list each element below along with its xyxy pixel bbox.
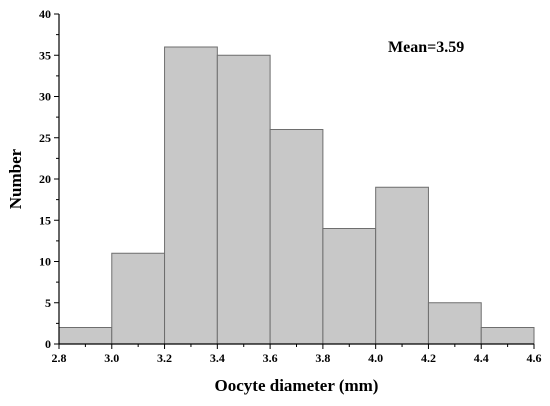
y-tick-label-0: 0 <box>45 337 51 351</box>
y-tick-label-1: 5 <box>45 296 51 310</box>
histogram-bar-3 <box>216 54 271 345</box>
bars-group <box>58 46 535 345</box>
x-tick-label-5: 3.8 <box>315 351 330 365</box>
y-tick-label-3: 15 <box>39 213 51 227</box>
x-tick-label-2: 3.2 <box>157 351 172 365</box>
x-tick-label-0: 2.8 <box>52 351 67 365</box>
y-tick-label-6: 30 <box>39 90 51 104</box>
histogram-bar-0 <box>58 327 113 345</box>
x-tick-label-8: 4.4 <box>474 351 489 365</box>
x-tick-label-7: 4.2 <box>421 351 436 365</box>
x-tick-label-6: 4.0 <box>368 351 383 365</box>
x-ticks-group: 2.8 3.0 3.2 3.4 3.6 3.8 4.0 4.2 4.4 4.6 <box>52 344 542 365</box>
y-ticks-group: 0 5 10 15 20 25 30 35 40 <box>39 7 59 351</box>
histogram-bar-2 <box>164 46 218 345</box>
y-tick-label-2: 10 <box>39 255 51 269</box>
histogram-bar-7 <box>427 302 482 345</box>
y-tick-label-7: 35 <box>39 48 51 62</box>
histogram-bar-4 <box>269 129 324 345</box>
x-tick-label-9: 4.6 <box>527 351 542 365</box>
y-axis-title: Number <box>6 148 25 209</box>
y-tick-label-8: 40 <box>39 7 51 21</box>
histogram-bar-5 <box>322 228 377 345</box>
x-axis-title: Oocyte diameter (mm) <box>215 376 379 395</box>
x-tick-label-3: 3.4 <box>210 351 225 365</box>
y-tick-label-5: 25 <box>39 131 51 145</box>
histogram-bar-8 <box>480 327 535 345</box>
histogram-bar-6 <box>375 186 429 345</box>
mean-annotation: Mean=3.59 <box>388 39 464 56</box>
y-tick-label-4: 20 <box>39 172 51 186</box>
x-tick-label-1: 3.0 <box>104 351 119 365</box>
histogram-bar-1 <box>111 252 166 345</box>
x-tick-label-4: 3.6 <box>263 351 278 365</box>
